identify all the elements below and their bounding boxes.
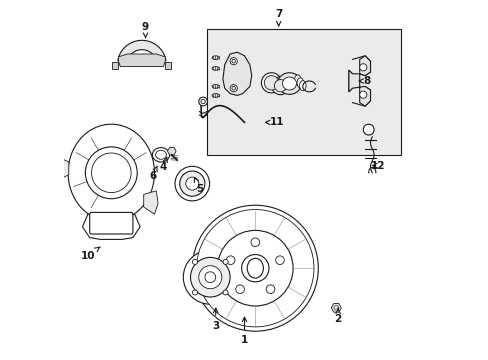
Text: 8: 8 [358,76,370,86]
Text: 12: 12 [370,161,384,171]
Circle shape [359,91,366,98]
Circle shape [223,290,227,295]
Circle shape [231,59,235,63]
Circle shape [230,58,237,65]
Circle shape [199,97,207,106]
Text: 4: 4 [160,157,167,172]
Text: 2: 2 [334,308,341,324]
Circle shape [192,205,318,331]
FancyBboxPatch shape [89,212,133,234]
Circle shape [196,210,313,327]
Ellipse shape [247,258,263,278]
Circle shape [199,266,222,289]
Circle shape [261,73,281,93]
Circle shape [230,85,237,92]
Text: 3: 3 [212,308,219,331]
Polygon shape [223,52,251,95]
Circle shape [91,153,131,193]
Ellipse shape [212,85,219,88]
Circle shape [204,272,215,283]
Circle shape [274,80,286,92]
Circle shape [185,177,199,190]
Circle shape [192,260,197,265]
Circle shape [217,230,292,306]
Bar [206,29,400,155]
Ellipse shape [277,73,301,94]
Text: 1: 1 [241,317,247,345]
Circle shape [235,285,244,293]
Circle shape [226,256,235,265]
Circle shape [85,147,137,199]
Circle shape [190,257,230,297]
Circle shape [223,260,227,265]
Polygon shape [55,157,69,180]
Text: 6: 6 [149,166,157,181]
Polygon shape [165,62,171,69]
Polygon shape [118,40,165,62]
Text: 10: 10 [81,247,100,261]
Circle shape [179,171,204,196]
Circle shape [192,290,197,295]
Ellipse shape [299,81,305,91]
Text: 5: 5 [194,177,203,194]
Ellipse shape [212,94,219,97]
Circle shape [265,285,274,293]
Circle shape [275,256,284,265]
Ellipse shape [68,124,154,221]
Circle shape [201,99,205,104]
Polygon shape [143,191,158,214]
Ellipse shape [155,150,166,159]
Circle shape [175,166,209,201]
Circle shape [271,77,289,95]
Circle shape [359,64,366,71]
Ellipse shape [282,77,296,90]
Ellipse shape [212,67,219,70]
Circle shape [264,76,278,90]
Ellipse shape [296,78,303,88]
Text: 7: 7 [274,9,282,26]
Circle shape [231,86,235,90]
Polygon shape [112,62,118,69]
Circle shape [363,124,373,135]
Text: 9: 9 [142,22,149,38]
Polygon shape [330,303,341,312]
Polygon shape [118,54,165,67]
Ellipse shape [294,75,301,85]
Polygon shape [348,56,370,106]
Circle shape [241,255,268,282]
Ellipse shape [212,56,219,59]
Ellipse shape [152,148,169,162]
Circle shape [250,238,259,247]
Text: 11: 11 [265,117,284,127]
Circle shape [183,250,237,304]
Polygon shape [167,148,176,155]
